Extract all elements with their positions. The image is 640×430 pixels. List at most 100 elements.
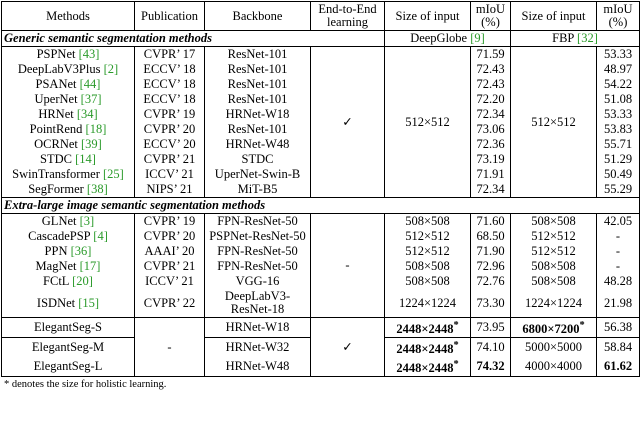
cell-backbone: UperNet-Swin-B: [204, 167, 311, 182]
data-row: SwinTransformer [25] ICCV’ 21 UperNet-Swin…: [1, 167, 640, 182]
cell-method: ISDNet [15]: [1, 289, 135, 318]
cell-text: 72.43: [476, 62, 505, 76]
cell-publication: CVPR’ 19: [134, 213, 205, 229]
data-row: PPN [36] AAAI’ 20 FPN-ResNet-50 512×512 71.9…: [1, 244, 640, 259]
cell-text: ResNet-101: [227, 122, 288, 136]
cell-size-dg: 2448×2448*: [384, 357, 471, 378]
cell-text: UperNet-Swin-B: [214, 167, 301, 181]
cell-miou-fbp: 55.71: [596, 137, 640, 152]
column-header: mIoU (%): [596, 1, 640, 31]
cell-text: 56.38: [603, 320, 633, 335]
cell-miou-fbp: 53.83: [596, 122, 640, 137]
cell-backbone: VGG-16: [204, 274, 311, 289]
cell-size-dg: 1224×1224: [384, 289, 471, 318]
dataset-name: DeepGlobe [9]: [384, 30, 511, 47]
cell-method: ElegantSeg-S: [1, 316, 135, 339]
cell-publication: CVPR’ 17: [134, 46, 205, 62]
cell-text: GLNet: [41, 214, 77, 228]
data-row: UperNet [37] ECCV’ 18 ResNet-101 72.20 51.08: [1, 92, 640, 107]
data-row: ElegantSeg-S - HRNet-W18 ✓ 2448×2448* 73.95 68…: [1, 316, 640, 378]
cell-miou-fbp: 50.49: [596, 167, 640, 182]
cell-text: 21.98: [603, 295, 633, 310]
cell-text: -: [615, 244, 621, 258]
cell-text: ECCV’ 20: [143, 137, 196, 151]
footnote: * denotes the size for holistic learning…: [4, 379, 167, 391]
citation: [15]: [78, 295, 100, 310]
cell-text: ElegantSeg-M: [31, 340, 105, 355]
cell-miou-dg: 72.43: [470, 62, 511, 77]
cell-text: 512×512: [531, 244, 576, 258]
data-row: ElegantSeg-M HRNet-W32 2448×2448* 74.10 5000…: [1, 337, 640, 358]
cell-miou-dg: 72.76: [470, 274, 511, 289]
cell-text: 53.33: [603, 47, 633, 61]
cell-size-dg: 508×508: [384, 213, 471, 229]
cell-text: ISDNet: [36, 295, 76, 310]
cell-method: CascadePSP [4]: [1, 229, 135, 244]
cell-text: 50.49: [603, 167, 633, 181]
cell-text: 508×508: [405, 274, 450, 288]
citation: [25]: [103, 167, 124, 181]
cell-text: FCtL: [43, 274, 69, 288]
data-row: CascadePSP [4] CVPR’ 20 PSPNet-ResNet-50 51…: [1, 229, 640, 244]
cell-text: 55.29: [603, 182, 633, 196]
results-table: Methods Publication Backbone End-to-End lea…: [1, 1, 640, 378]
bold-text: 61.62: [604, 359, 632, 373]
cell-method: UperNet [37]: [1, 92, 135, 107]
cell-text: VGG-16: [235, 274, 280, 288]
cell-text: HRNet-W32: [225, 340, 290, 355]
cell-text: 72.34: [476, 107, 505, 121]
shared-cell: ✓: [310, 46, 385, 198]
cell-size-fbp: 1224×1224: [510, 289, 597, 318]
cell-text: SwinTransformer: [12, 167, 100, 181]
shared-cell: -: [134, 316, 205, 378]
cell-miou-dg: 72.20: [470, 92, 511, 107]
cell-text: DeepLabV3-ResNet-18: [224, 289, 291, 316]
cell-text: STDC: [40, 152, 72, 166]
cell-miou-fbp: -: [596, 259, 640, 274]
cell-size-fbp: 512×512: [510, 244, 597, 259]
cell-text: 1224×1224: [524, 295, 583, 310]
cell-publication: CVPR’ 19: [134, 107, 205, 122]
cell-backbone: HRNet-W48: [204, 137, 311, 152]
cell-method: ElegantSeg-L: [1, 357, 135, 378]
cell-text: 71.59: [476, 47, 505, 61]
cell-size-dg: 512×512: [384, 244, 471, 259]
cell-method: MagNet [17]: [1, 259, 135, 274]
column-header: Size of input: [510, 1, 597, 31]
column-header: Methods: [1, 1, 135, 31]
cell-miou-dg: 71.91: [470, 167, 511, 182]
cell-miou-fbp: 53.33: [596, 46, 640, 62]
cell-publication: ECCV’ 18: [134, 62, 205, 77]
cell-text: PSPNet: [36, 47, 76, 61]
dataset-ref: [32]: [577, 31, 598, 45]
cell-method: SwinTransformer [25]: [1, 167, 135, 182]
cell-text: 72.36: [476, 137, 505, 151]
cell-text: 512×512: [531, 229, 576, 243]
cell-text: 2448×2448: [396, 322, 454, 337]
cell-miou-fbp: 21.98: [596, 289, 640, 318]
cell-text: 71.90: [476, 244, 505, 258]
cell-text: FPN-ResNet-50: [217, 214, 298, 228]
cell-text: 53.83: [603, 122, 633, 136]
cell-text: PSANet: [35, 77, 77, 91]
citation: [37]: [80, 92, 102, 106]
cell-backbone: PSPNet-ResNet-50: [204, 229, 311, 244]
cell-miou-fbp: 53.33: [596, 107, 640, 122]
cell-text: 508×508: [531, 259, 576, 273]
cell-miou-dg: 73.06: [470, 122, 511, 137]
cell-text: ResNet-101: [227, 47, 288, 61]
cell-size-fbp: 508×508: [510, 259, 597, 274]
cell-publication: ECCV’ 18: [134, 77, 205, 92]
cell-size-fbp: 6800×7200*: [510, 316, 597, 339]
cell-text: 72.76: [476, 274, 505, 288]
cell-text: 61.62: [603, 359, 633, 374]
cell-method: FCtL [20]: [1, 274, 135, 289]
data-row: OCRNet [39] ECCV’ 20 HRNet-W48 72.36 55.71: [1, 137, 640, 152]
cell-text: 71.60: [476, 214, 505, 228]
cell-miou-dg: 72.96: [470, 259, 511, 274]
column-header: Backbone: [204, 1, 311, 31]
cell-text: MiT-B5: [237, 182, 278, 196]
dataset-label: DeepGlobe: [410, 31, 468, 45]
cell-text: 51.29: [603, 152, 633, 166]
